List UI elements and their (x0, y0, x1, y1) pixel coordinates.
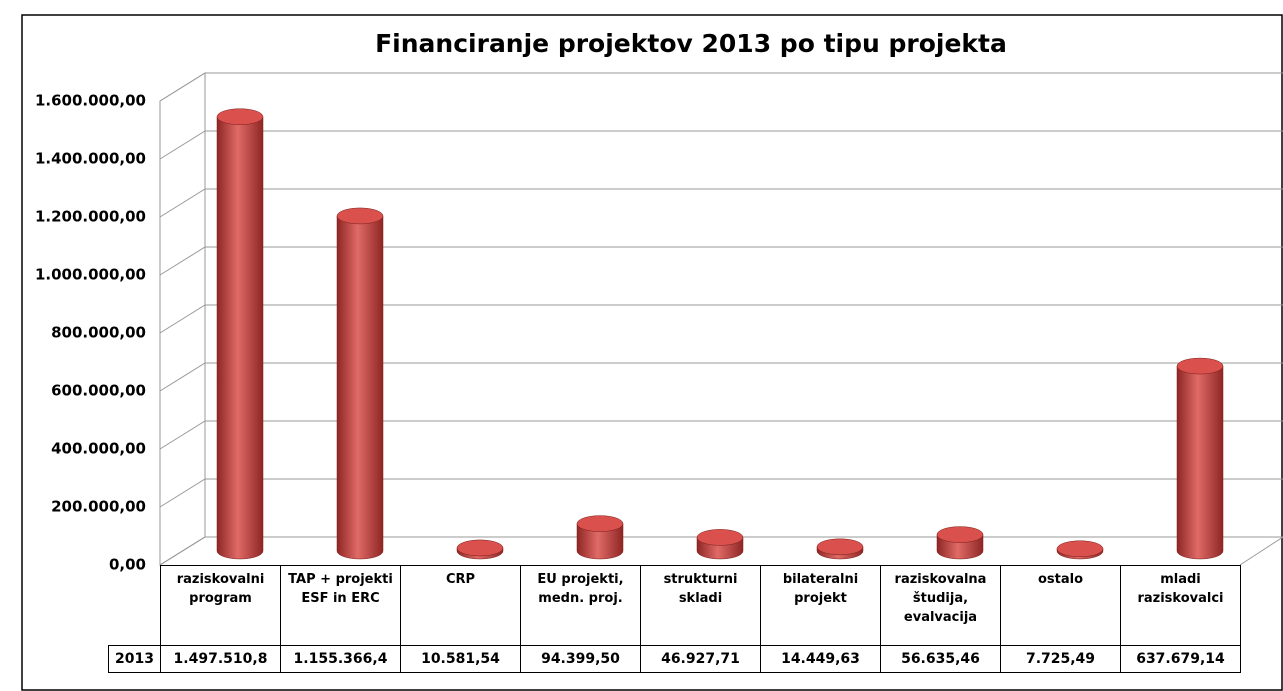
x-tick-label: strukturni skladi (640, 565, 761, 646)
y-tick-label: 1.000.000,00 (35, 266, 146, 284)
data-table-value: 46.927,71 (640, 645, 761, 673)
grid-line (159, 478, 1283, 508)
grid-line (159, 362, 1283, 392)
bar (216, 116, 264, 560)
grid-line (159, 304, 1283, 334)
y-tick-label: 400.000,00 (51, 440, 146, 458)
x-tick-label: raziskovalni program (160, 565, 281, 646)
y-tick-label: 600.000,00 (51, 382, 146, 400)
y-tick-label: 1.400.000,00 (35, 150, 146, 168)
data-table-value: 10.581,54 (400, 645, 521, 673)
x-tick-label: CRP (400, 565, 521, 646)
chart-border (21, 14, 1283, 691)
data-table-value: 56.635,46 (880, 645, 1001, 673)
y-tick-label: 200.000,00 (51, 498, 146, 516)
bar-top (1176, 357, 1224, 375)
bar-top (1056, 540, 1104, 558)
bar-top (696, 529, 744, 546)
legend-entry: 2013 (108, 645, 161, 673)
y-tick-label: 1.600.000,00 (35, 92, 146, 110)
bar (336, 215, 384, 560)
bar-top (336, 207, 384, 225)
grid-line (159, 420, 1283, 450)
grid-line (159, 188, 1283, 218)
x-tick-label: ostalo (1000, 565, 1121, 646)
grid-line (159, 246, 1283, 276)
bar-top (816, 538, 864, 556)
grid-line (159, 130, 1283, 160)
data-table-value: 1.155.366,4 (280, 645, 401, 673)
bar-top (936, 526, 984, 543)
bar (576, 523, 624, 560)
chart-title: Financiranje projektov 2013 po tipu proj… (375, 29, 1007, 58)
data-table-value: 94.399,50 (520, 645, 641, 673)
bar (1176, 365, 1224, 560)
bar-top (576, 515, 624, 532)
x-tick-label: raziskovalna študija, evalvacija (880, 565, 1001, 646)
data-table-value: 14.449,63 (760, 645, 881, 673)
bar-top (216, 108, 264, 125)
bar-top (456, 539, 504, 557)
data-table-value: 7.725,49 (1000, 645, 1121, 673)
x-tick-label: bilateralni projekt (760, 565, 881, 646)
grid-line (159, 536, 1283, 566)
data-table-value: 637.679,14 (1120, 645, 1241, 673)
y-tick-label: 800.000,00 (51, 324, 146, 342)
data-table-value: 1.497.510,8 (160, 645, 281, 673)
y-tick-label: 0,00 (109, 556, 146, 574)
y-tick-label: 1.200.000,00 (35, 208, 146, 226)
x-tick-label: mladi raziskovalci (1120, 565, 1241, 646)
x-tick-label: EU projekti, medn. proj. (520, 565, 641, 646)
x-tick-label: TAP + projekti ESF in ERC (280, 565, 401, 646)
grid-line (159, 72, 1283, 102)
